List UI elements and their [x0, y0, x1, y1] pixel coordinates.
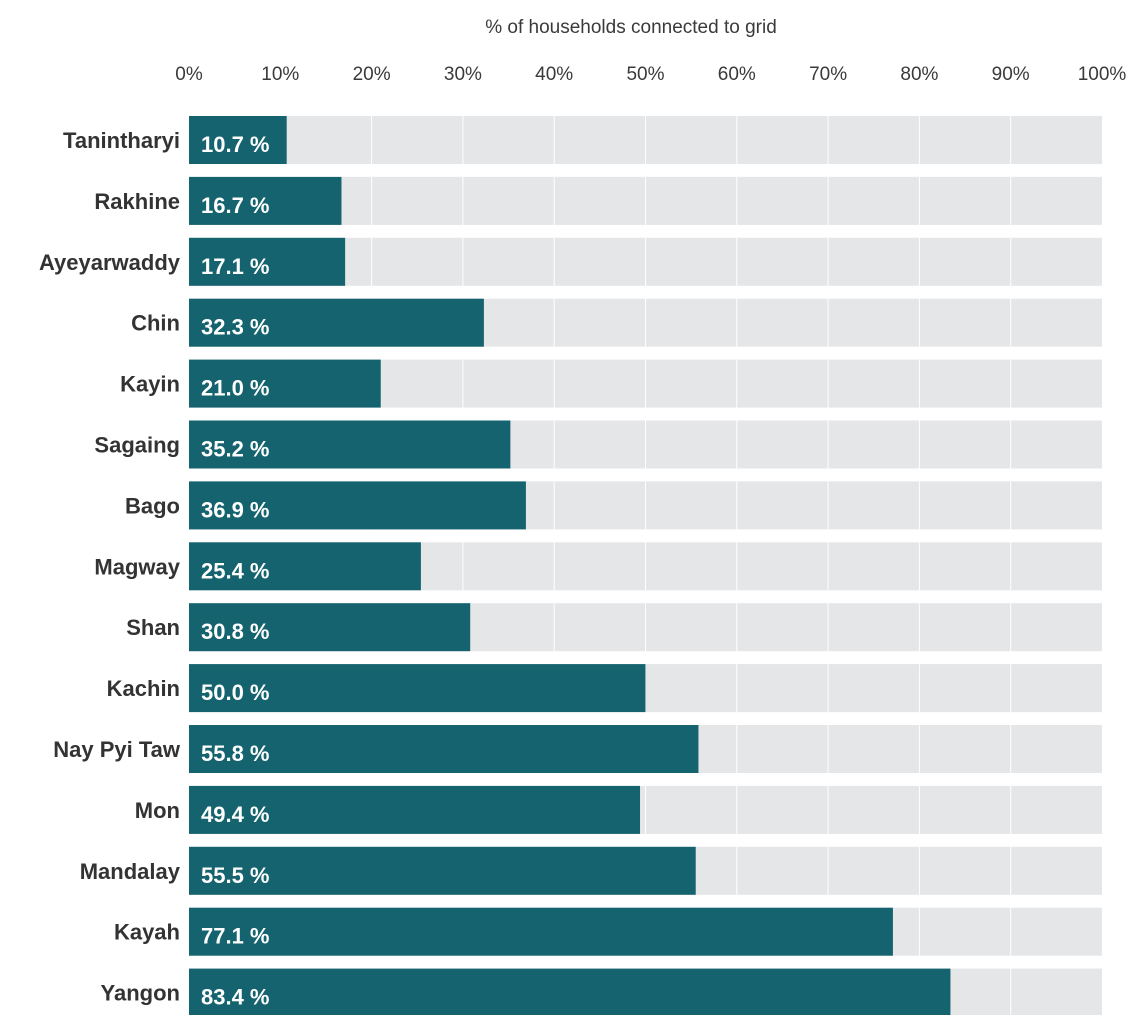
- bar: [189, 298, 484, 347]
- bar-rows: Tanintharyi 10.7 % Rakhine 16.7 % Ayeyarwadd…: [39, 116, 1102, 1015]
- value-label: 25.4 %: [201, 558, 270, 583]
- category-label: Mon: [135, 798, 180, 823]
- bar: [189, 725, 699, 773]
- value-label: 16.7 %: [201, 193, 270, 218]
- x-tick-label: 90%: [992, 64, 1030, 85]
- category-label: Yangon: [101, 981, 180, 1006]
- bar-row: Nay Pyi Taw 55.8 %: [53, 725, 1102, 773]
- x-tick-label: 30%: [444, 64, 482, 85]
- bar: [189, 481, 526, 530]
- value-label: 32.3 %: [201, 315, 270, 340]
- bar: [189, 846, 696, 895]
- x-axis-title: % of households connected to grid: [485, 17, 777, 38]
- x-tick-label: 40%: [535, 64, 573, 85]
- bar: [189, 664, 646, 713]
- category-label: Bago: [125, 493, 180, 518]
- category-label: Kachin: [107, 676, 180, 701]
- bar-row: Tanintharyi 10.7 %: [63, 116, 1102, 164]
- bar: [189, 542, 421, 591]
- value-label: 30.8 %: [201, 619, 270, 644]
- bar-row: Kachin 50.0 %: [107, 664, 1102, 713]
- bar-row: Ayeyarwaddy 17.1 %: [39, 237, 1102, 286]
- value-label: 83.4 %: [201, 985, 270, 1010]
- bar: [189, 237, 346, 286]
- category-label: Tanintharyi: [63, 128, 180, 153]
- bar-row: Chin 32.3 %: [131, 298, 1102, 347]
- bar-row: Mandalay 55.5 %: [80, 846, 1102, 895]
- x-tick-label: 0%: [175, 64, 203, 85]
- bar: [189, 603, 471, 652]
- category-label: Mandalay: [80, 859, 181, 884]
- bar-row: Mon 49.4 %: [135, 785, 1102, 834]
- category-label: Kayin: [120, 372, 180, 397]
- category-label: Ayeyarwaddy: [39, 250, 181, 275]
- bar: [189, 176, 342, 225]
- bar: [189, 420, 511, 469]
- category-label: Magway: [94, 554, 180, 579]
- category-label: Sagaing: [94, 433, 180, 458]
- bar: [189, 359, 381, 408]
- category-label: Kayah: [114, 920, 180, 945]
- value-label: 77.1 %: [201, 924, 270, 949]
- value-label: 35.2 %: [201, 437, 270, 462]
- value-label: 36.9 %: [201, 497, 270, 522]
- category-label: Shan: [126, 615, 180, 640]
- x-tick-label: 50%: [626, 64, 664, 85]
- value-label: 55.5 %: [201, 863, 270, 888]
- category-label: Nay Pyi Taw: [53, 737, 181, 762]
- bar-row: Rakhine 16.7 %: [94, 176, 1102, 225]
- bar-row: Kayah 77.1 %: [114, 907, 1102, 956]
- category-label: Rakhine: [94, 189, 180, 214]
- bar-row: Bago 36.9 %: [125, 481, 1102, 530]
- bar-row: Yangon 83.4 %: [101, 968, 1102, 1015]
- x-tick-label: 70%: [809, 64, 847, 85]
- value-label: 49.4 %: [201, 802, 270, 827]
- x-tick-label: 10%: [261, 64, 299, 85]
- x-tick-label: 60%: [718, 64, 756, 85]
- bar: [189, 968, 951, 1015]
- x-tick-label: 80%: [900, 64, 938, 85]
- bar-row: Kayin 21.0 %: [120, 359, 1102, 408]
- bar: [189, 907, 893, 956]
- value-label: 55.8 %: [201, 741, 270, 766]
- category-label: Chin: [131, 311, 180, 336]
- value-label: 17.1 %: [201, 254, 270, 279]
- x-tick-label: 20%: [353, 64, 391, 85]
- bar: [189, 116, 287, 164]
- value-label: 50.0 %: [201, 680, 270, 705]
- value-label: 21.0 %: [201, 376, 270, 401]
- x-tick-label: 100%: [1078, 64, 1127, 85]
- value-label: 10.7 %: [201, 132, 270, 157]
- bar-row: Sagaing 35.2 %: [94, 420, 1102, 469]
- bar: [189, 785, 641, 834]
- bar-row: Shan 30.8 %: [126, 603, 1102, 652]
- x-axis-ticks: 0% 10% 20% 30% 40% 50% 60% 70% 80% 90% 100%: [175, 64, 1126, 85]
- bar-row: Magway 25.4 %: [94, 542, 1102, 591]
